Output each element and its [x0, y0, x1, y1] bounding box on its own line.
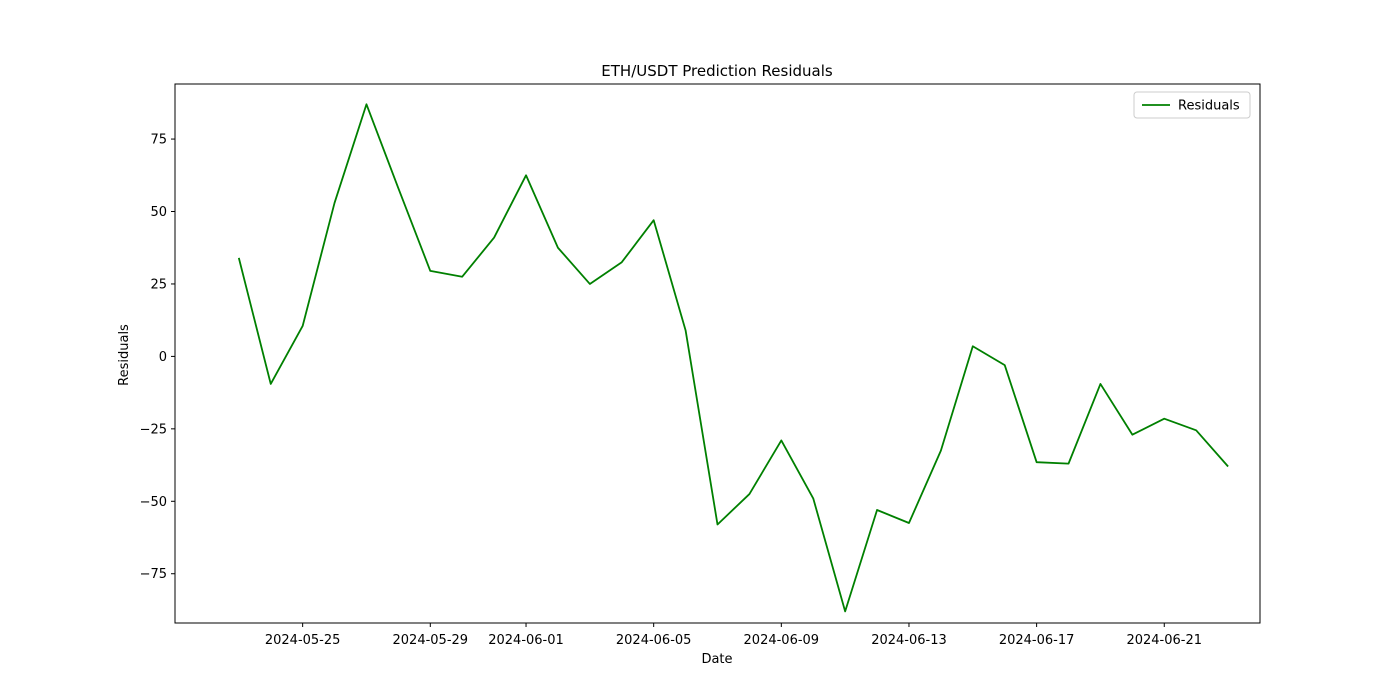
y-tick-label: −25: [140, 422, 167, 437]
y-axis-title: Residuals: [117, 324, 132, 386]
x-tick-label: 2024-05-29: [393, 633, 469, 648]
x-tick-label: 2024-06-13: [871, 633, 947, 648]
y-tick-label: 75: [150, 133, 167, 148]
x-tick-label: 2024-06-21: [1126, 633, 1202, 648]
chart-title: ETH/USDT Prediction Residuals: [601, 62, 833, 80]
x-tick-label: 2024-06-09: [744, 633, 820, 648]
y-tick-label: −75: [140, 567, 167, 582]
y-tick-label: 0: [159, 350, 167, 365]
y-tick-label: −50: [140, 495, 167, 510]
x-tick-label: 2024-06-17: [999, 633, 1075, 648]
x-tick-label: 2024-05-25: [265, 633, 341, 648]
legend-label: Residuals: [1178, 99, 1240, 114]
y-axis: −75 −50 −25 0 25 50 75: [140, 133, 175, 582]
x-tick-label: 2024-06-05: [616, 633, 692, 648]
x-tick-label: 2024-06-01: [488, 633, 564, 648]
legend-box: [1133, 91, 1251, 119]
y-tick-label: 25: [150, 277, 167, 292]
plot-frame: [174, 83, 1261, 624]
legend: Residuals: [1133, 91, 1251, 119]
x-axis-title: Date: [701, 652, 732, 667]
y-tick-label: 50: [150, 205, 167, 220]
x-axis: 2024-05-25 2024-05-29 2024-06-01 2024-06-05…: [265, 623, 1202, 648]
plot-area: [237, 103, 1229, 613]
series-line-residuals: [237, 103, 1229, 613]
